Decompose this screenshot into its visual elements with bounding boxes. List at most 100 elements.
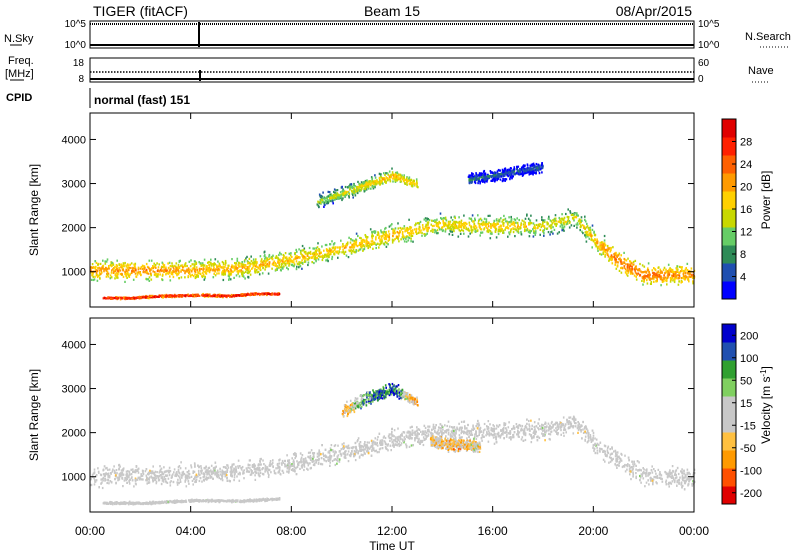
power-cell bbox=[399, 231, 401, 234]
power-cell bbox=[198, 294, 201, 297]
power-cell bbox=[279, 260, 282, 263]
power-cell bbox=[497, 220, 500, 223]
power-cell bbox=[561, 213, 563, 216]
power-cell bbox=[479, 180, 481, 183]
power-cell bbox=[303, 255, 306, 258]
power-cell bbox=[308, 246, 311, 250]
power-cell bbox=[197, 293, 199, 296]
power-cell bbox=[349, 183, 351, 186]
power-cell bbox=[691, 277, 694, 280]
power-cell bbox=[502, 179, 505, 182]
power-cell bbox=[258, 293, 261, 296]
power-cell bbox=[397, 222, 399, 225]
power-cell bbox=[507, 175, 509, 178]
power-cell bbox=[480, 172, 482, 175]
power-cell bbox=[250, 255, 252, 258]
power-cell bbox=[469, 175, 471, 178]
power-cell bbox=[214, 263, 216, 266]
power-cell bbox=[565, 212, 567, 216]
power-cell bbox=[468, 217, 471, 220]
power-cell bbox=[476, 175, 478, 178]
power-cell bbox=[487, 223, 490, 226]
power-cell bbox=[152, 266, 155, 270]
power-cell bbox=[396, 171, 398, 174]
power-cell bbox=[430, 223, 433, 226]
power-cell bbox=[156, 270, 159, 273]
power-cell bbox=[231, 265, 234, 268]
power-cell bbox=[519, 170, 522, 173]
power-cell bbox=[344, 244, 347, 248]
power-cell bbox=[604, 255, 606, 258]
power-cell bbox=[221, 273, 223, 276]
power-cell bbox=[432, 219, 435, 222]
power-cell bbox=[680, 281, 682, 284]
power-cell bbox=[516, 165, 518, 168]
power-cell bbox=[634, 259, 637, 262]
power-cell bbox=[443, 221, 445, 224]
y-tick-label: 1000 bbox=[62, 267, 86, 279]
power-cell bbox=[497, 173, 499, 176]
power-cell bbox=[380, 180, 382, 184]
power-cell bbox=[598, 248, 601, 251]
power-cell bbox=[378, 243, 381, 246]
power-cell bbox=[473, 177, 476, 180]
power-cell bbox=[528, 168, 530, 171]
power-cell bbox=[603, 247, 605, 250]
power-cell bbox=[338, 194, 341, 197]
power-cell bbox=[560, 223, 563, 226]
power-cell bbox=[487, 175, 490, 178]
power-cell bbox=[372, 235, 374, 238]
power-cell bbox=[214, 274, 217, 277]
power-cell bbox=[293, 258, 295, 261]
power-cell bbox=[206, 266, 209, 270]
power-cell bbox=[240, 265, 243, 268]
power-cell bbox=[471, 178, 473, 181]
power-cell bbox=[244, 268, 247, 271]
power-cell bbox=[132, 278, 135, 281]
power-cell bbox=[555, 222, 557, 225]
velocity-cell bbox=[374, 450, 376, 453]
power-cell bbox=[349, 188, 351, 191]
power-cell bbox=[440, 217, 442, 220]
power-cell bbox=[236, 257, 239, 260]
power-cell bbox=[510, 228, 513, 231]
power-cell bbox=[691, 273, 693, 276]
power-cell bbox=[120, 297, 123, 300]
power-cell bbox=[646, 282, 649, 285]
power-cell bbox=[251, 267, 253, 270]
power-cell bbox=[252, 258, 255, 261]
power-cell bbox=[395, 175, 398, 178]
power-cell bbox=[362, 238, 365, 241]
velocity-cell bbox=[328, 451, 331, 454]
power-cell bbox=[214, 258, 217, 261]
power-cell bbox=[533, 164, 536, 167]
power-cell bbox=[405, 178, 407, 181]
power-cell bbox=[137, 266, 140, 269]
power-cell bbox=[517, 225, 519, 228]
power-cell bbox=[453, 223, 455, 226]
power-cell bbox=[601, 248, 603, 251]
power-cell bbox=[359, 185, 362, 189]
power-cell bbox=[120, 264, 123, 267]
power-cell bbox=[477, 214, 479, 217]
velocity-cell bbox=[146, 482, 148, 485]
power-cell bbox=[360, 237, 362, 240]
cpid-value: normal (fast) 151 bbox=[94, 93, 190, 107]
power-cell bbox=[334, 194, 336, 197]
power-cell bbox=[600, 245, 602, 248]
power-cell bbox=[563, 225, 566, 228]
power-cell bbox=[524, 172, 526, 175]
power-cell bbox=[380, 229, 382, 232]
power-cell bbox=[554, 223, 556, 226]
power-cell bbox=[543, 232, 545, 235]
power-cell bbox=[352, 183, 355, 186]
power-cell bbox=[671, 270, 674, 274]
power-cell bbox=[400, 228, 403, 231]
power-cell bbox=[535, 172, 537, 175]
power-cell bbox=[658, 266, 660, 269]
power-cell bbox=[252, 263, 254, 266]
power-cell bbox=[665, 277, 668, 280]
power-cell bbox=[161, 265, 163, 269]
power-cell bbox=[556, 223, 558, 226]
velocity-cell bbox=[598, 443, 600, 446]
